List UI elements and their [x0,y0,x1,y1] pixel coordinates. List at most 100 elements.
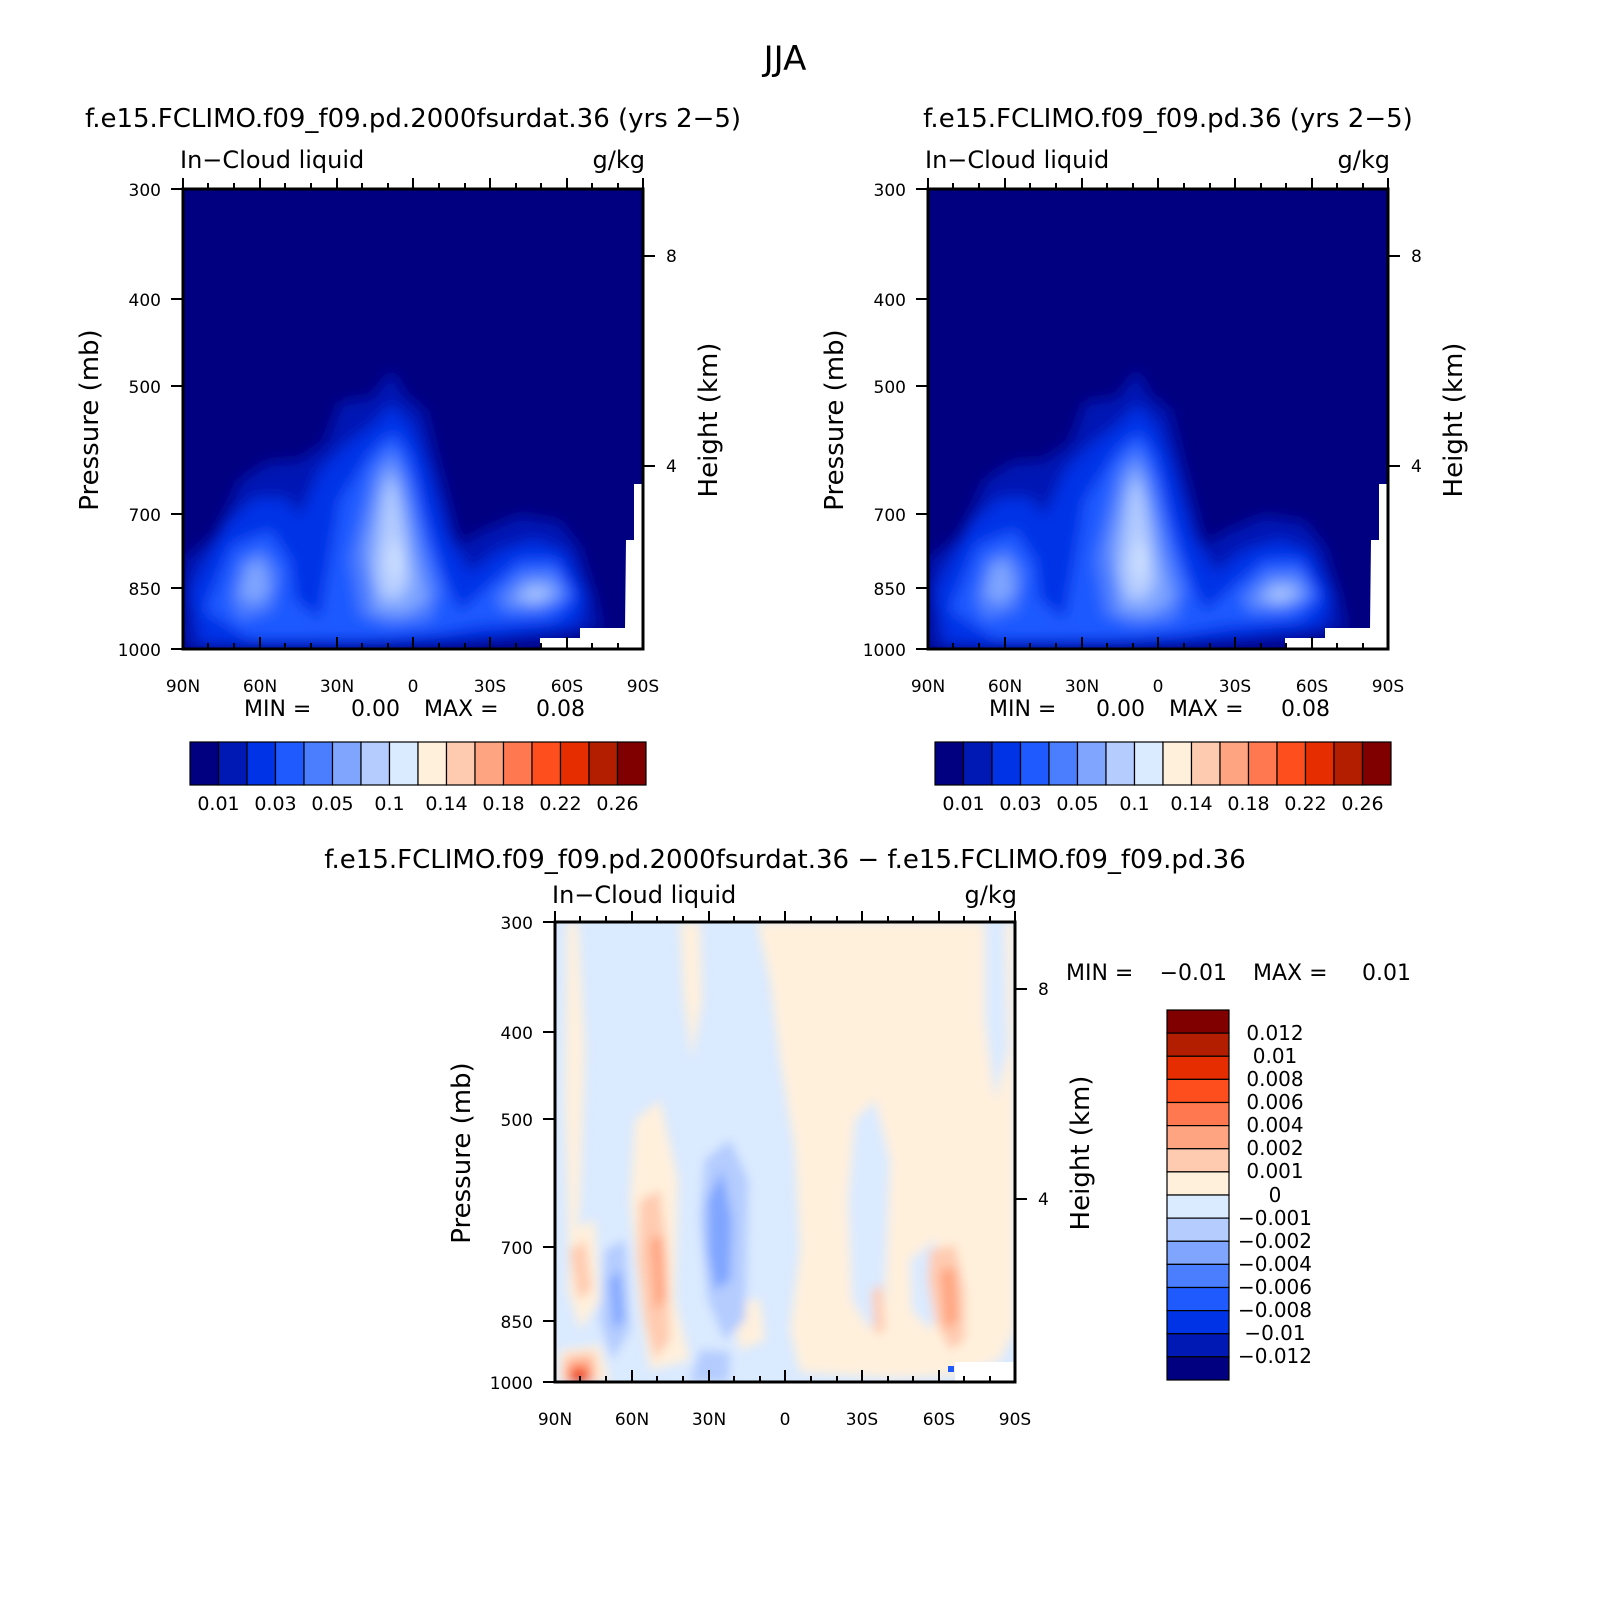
variable-label: In−Cloud liquid [552,881,736,909]
negative-region [848,922,1008,1330]
colorbar-label: −0.004 [1238,1252,1312,1276]
colorbar-swatch [1361,741,1392,786]
max-value: 0.08 [1281,697,1330,722]
x-tick-label: 30S [474,677,506,697]
colorbar-swatch [360,741,391,786]
y-tick-label: 1000 [863,641,906,661]
min-max-readout: MIN = 0.00 MAX = 0.08 [989,697,1330,722]
colorbar-label: 0.03 [254,793,296,815]
colorbar-swatch [1333,741,1364,786]
contour-field [928,189,1388,649]
colorbar-swatch [1166,1125,1230,1150]
colorbar-swatch [1166,1055,1230,1080]
contour-field [183,189,643,649]
max-label: MAX = [424,697,499,722]
colorbar-swatch [1166,1333,1230,1358]
colorbar-swatch [616,741,647,786]
colorbar-label: 0.05 [311,793,353,815]
y2-axis-label: Height (km) [1439,343,1469,498]
colorbar [934,741,1392,786]
colorbar-label: 0.18 [1227,793,1269,815]
y2-tick-label: 4 [666,457,677,477]
x-tick-labels: 90N 60N 30N 0 30S 60S 90S [166,677,659,697]
colorbar-label: 0.03 [999,793,1041,815]
colorbar-swatch [1166,1194,1230,1219]
min-label: MIN = [244,697,311,722]
colorbar-label: 0.05 [1056,793,1098,815]
colorbar-swatch [445,741,476,786]
missing-data [540,484,643,649]
y-tick-label: 700 [501,1239,533,1259]
x-tick-label: 30N [1065,677,1099,697]
colorbar-swatch [934,741,965,786]
variable-label: In−Cloud liquid [925,146,1109,174]
colorbar-swatch [1166,1101,1230,1127]
colorbar-label: 0.22 [539,793,581,815]
max-value: 0.08 [536,697,585,722]
y-tick-label: 300 [874,181,906,201]
colorbar-label: 0.1 [1119,793,1149,815]
x-tick-label: 60S [923,1410,955,1430]
y-axis-ticks [543,921,1027,1383]
x-tick-labels: 90N 60N 30N 0 30S 60S 90S [911,677,1404,697]
panel-right: f.e15.FCLIMO.f09_f09.pd.36 (yrs 2−5) In−… [820,104,1469,815]
x-tick-label: 0 [780,1410,791,1430]
max-value: 0.01 [1362,961,1411,986]
colorbar-label: 0.002 [1246,1136,1303,1160]
colorbar-swatch [1166,1009,1230,1034]
colorbar-swatch [1076,741,1107,786]
colorbar [189,741,647,786]
y2-tick-label: 8 [666,247,677,267]
min-value: 0.00 [351,697,400,722]
y-tick-label: 400 [874,291,906,311]
min-max-readout: MIN = −0.01 MAX = 0.01 [1066,961,1411,986]
figure-title: JJA [762,39,807,79]
y-tick-label: 700 [874,506,906,526]
colorbar-label: −0.01 [1244,1321,1305,1345]
colorbar-label: 0.01 [942,793,984,815]
x-tick-label: 90N [538,1410,572,1430]
missing-data [955,1362,1015,1382]
y-axis-ticks [171,188,655,650]
min-value: 0.00 [1096,697,1145,722]
colorbar-swatch [1166,1240,1230,1265]
x-tick-label: 90S [999,1410,1031,1430]
y-tick-label: 850 [501,1313,533,1333]
units-label: g/kg [593,146,645,174]
colorbar-swatch [274,741,305,786]
colorbar-label: −0.012 [1238,1344,1312,1368]
colorbar-swatch [588,741,619,786]
y2-tick-labels: 8 4 [1038,980,1049,1210]
contour-field [555,922,1015,1382]
colorbar-swatch [1276,741,1307,786]
y2-axis-label: Height (km) [1066,1076,1096,1231]
units-label: g/kg [965,881,1017,909]
colorbar-label: 0 [1269,1183,1282,1207]
negative-region [610,1170,732,1330]
y2-tick-label: 4 [1411,457,1422,477]
x-tick-label: 60N [988,677,1022,697]
panel-title: f.e15.FCLIMO.f09_f09.pd.2000fsurdat.36 (… [85,104,741,134]
x-tick-label: 0 [1153,677,1164,697]
colorbar-swatch [1190,741,1221,786]
colorbar-swatch [502,741,533,786]
positive-region [562,1190,965,1382]
colorbar-swatch [531,741,562,786]
x-tick-label: 60N [243,677,277,697]
x-tick-label: 60N [615,1410,649,1430]
colorbar-label: 0.1 [374,793,404,815]
colorbar-label: 0.14 [425,793,467,815]
colorbar-swatch [1105,741,1136,786]
panel-left: f.e15.FCLIMO.f09_f09.pd.2000fsurdat.36 (… [75,104,741,815]
colorbar-swatch [1219,741,1250,786]
colorbar-label: 0.004 [1246,1113,1303,1137]
colorbar-label: 0.008 [1246,1067,1303,1091]
missing-data [1285,484,1388,649]
max-label: MAX = [1169,697,1244,722]
colorbar-swatch [1166,1356,1230,1381]
colorbar [1166,1009,1230,1381]
y-axis-label: Pressure (mb) [447,1062,477,1243]
panel-difference: f.e15.FCLIMO.f09_f09.pd.2000fsurdat.36 −… [324,845,1411,1430]
colorbar-swatch [1166,1217,1230,1242]
colorbar-label: 0.01 [1253,1044,1298,1068]
